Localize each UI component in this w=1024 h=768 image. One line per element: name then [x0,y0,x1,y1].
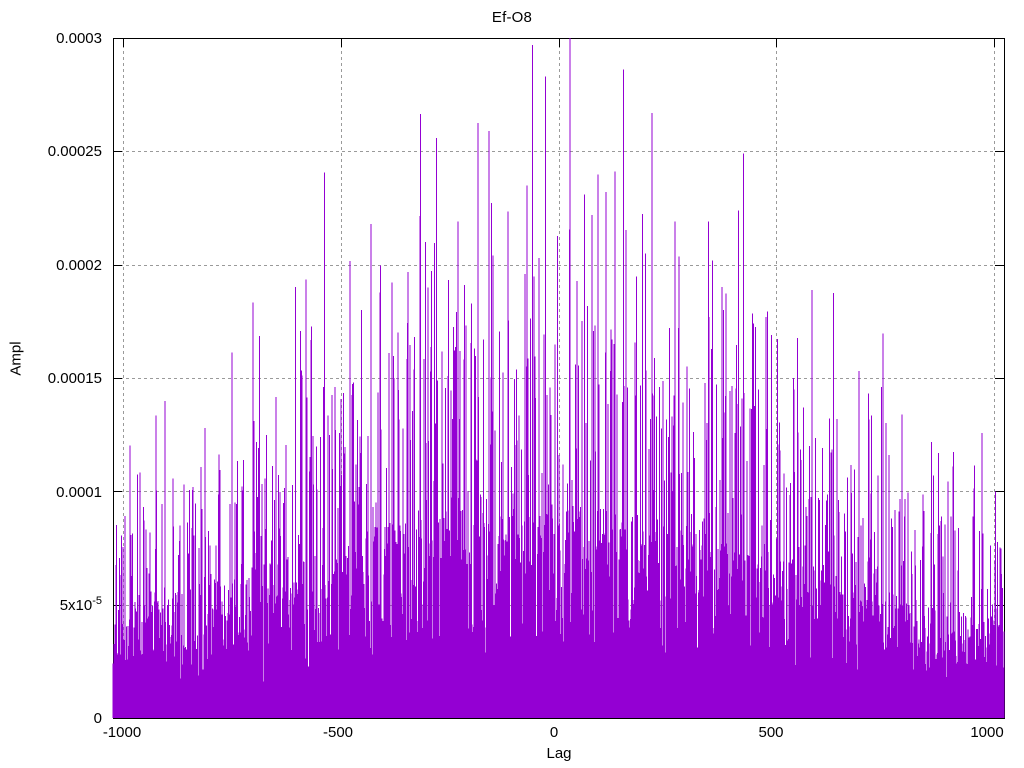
y-tick-0.0001: 0.0001 [0,485,102,500]
y-tick-0.0002: 0.0002 [0,258,102,273]
x-axis-title: Lag [546,745,572,762]
x-tick-label: 1000 [970,724,1004,741]
y-tick-label: 0 [93,710,102,727]
y-tick-5e-5: 5x10-5 [0,595,102,614]
y-tick-0.0003: 0.0003 [0,31,102,46]
y-tick-0.00015: 0.00015 [0,371,102,386]
y-tick-label-sci: 5x10-5 [59,595,102,614]
chart-title: Ef-O8 [491,9,533,26]
x-tick-label: -1000 [102,724,142,741]
x-tick-minus500: -500 [278,724,398,742]
chart-plot-border [113,38,1005,719]
y-tick-0.00025: 0.00025 [0,144,102,159]
y-tick-label: 0.0003 [56,30,102,47]
y-tick-0: 0 [0,711,102,726]
chart-data-series [112,38,1005,718]
x-tick-500: 500 [711,724,831,742]
x-tick-label: 500 [758,724,784,741]
y-tick-label: 0.00025 [47,143,102,160]
x-tick-zero: 0 [494,724,614,742]
y-tick-label: 0.0001 [56,484,102,501]
chart-tick-marks [113,38,1004,719]
x-tick-label: -500 [322,724,354,741]
x-tick-label: 0 [549,724,559,741]
x-tick-minus1000: -1000 [62,724,182,742]
y-tick-label: 0.00015 [47,370,102,387]
y-tick-label: 0.0002 [56,257,102,274]
x-tick-1000: 1000 [927,724,1024,742]
